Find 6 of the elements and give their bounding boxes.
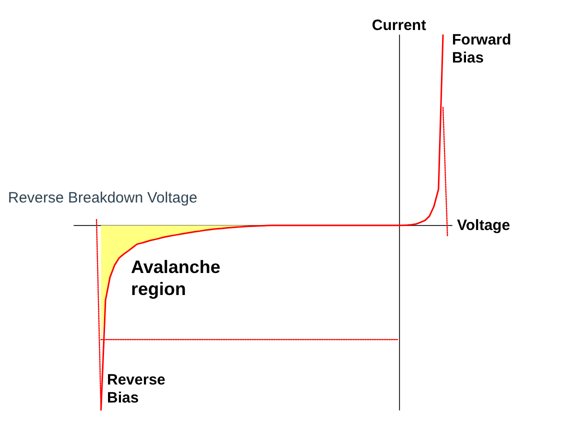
annotation: Reverse Breakdown Voltage xyxy=(8,190,198,206)
annotation: Forward Bias xyxy=(452,32,512,66)
y-axis-title: Current xyxy=(372,17,426,34)
annotation: Reverse Bias xyxy=(107,372,166,406)
x-axis-title: Voltage xyxy=(457,216,510,234)
annotation: Avalanche region xyxy=(131,257,220,299)
